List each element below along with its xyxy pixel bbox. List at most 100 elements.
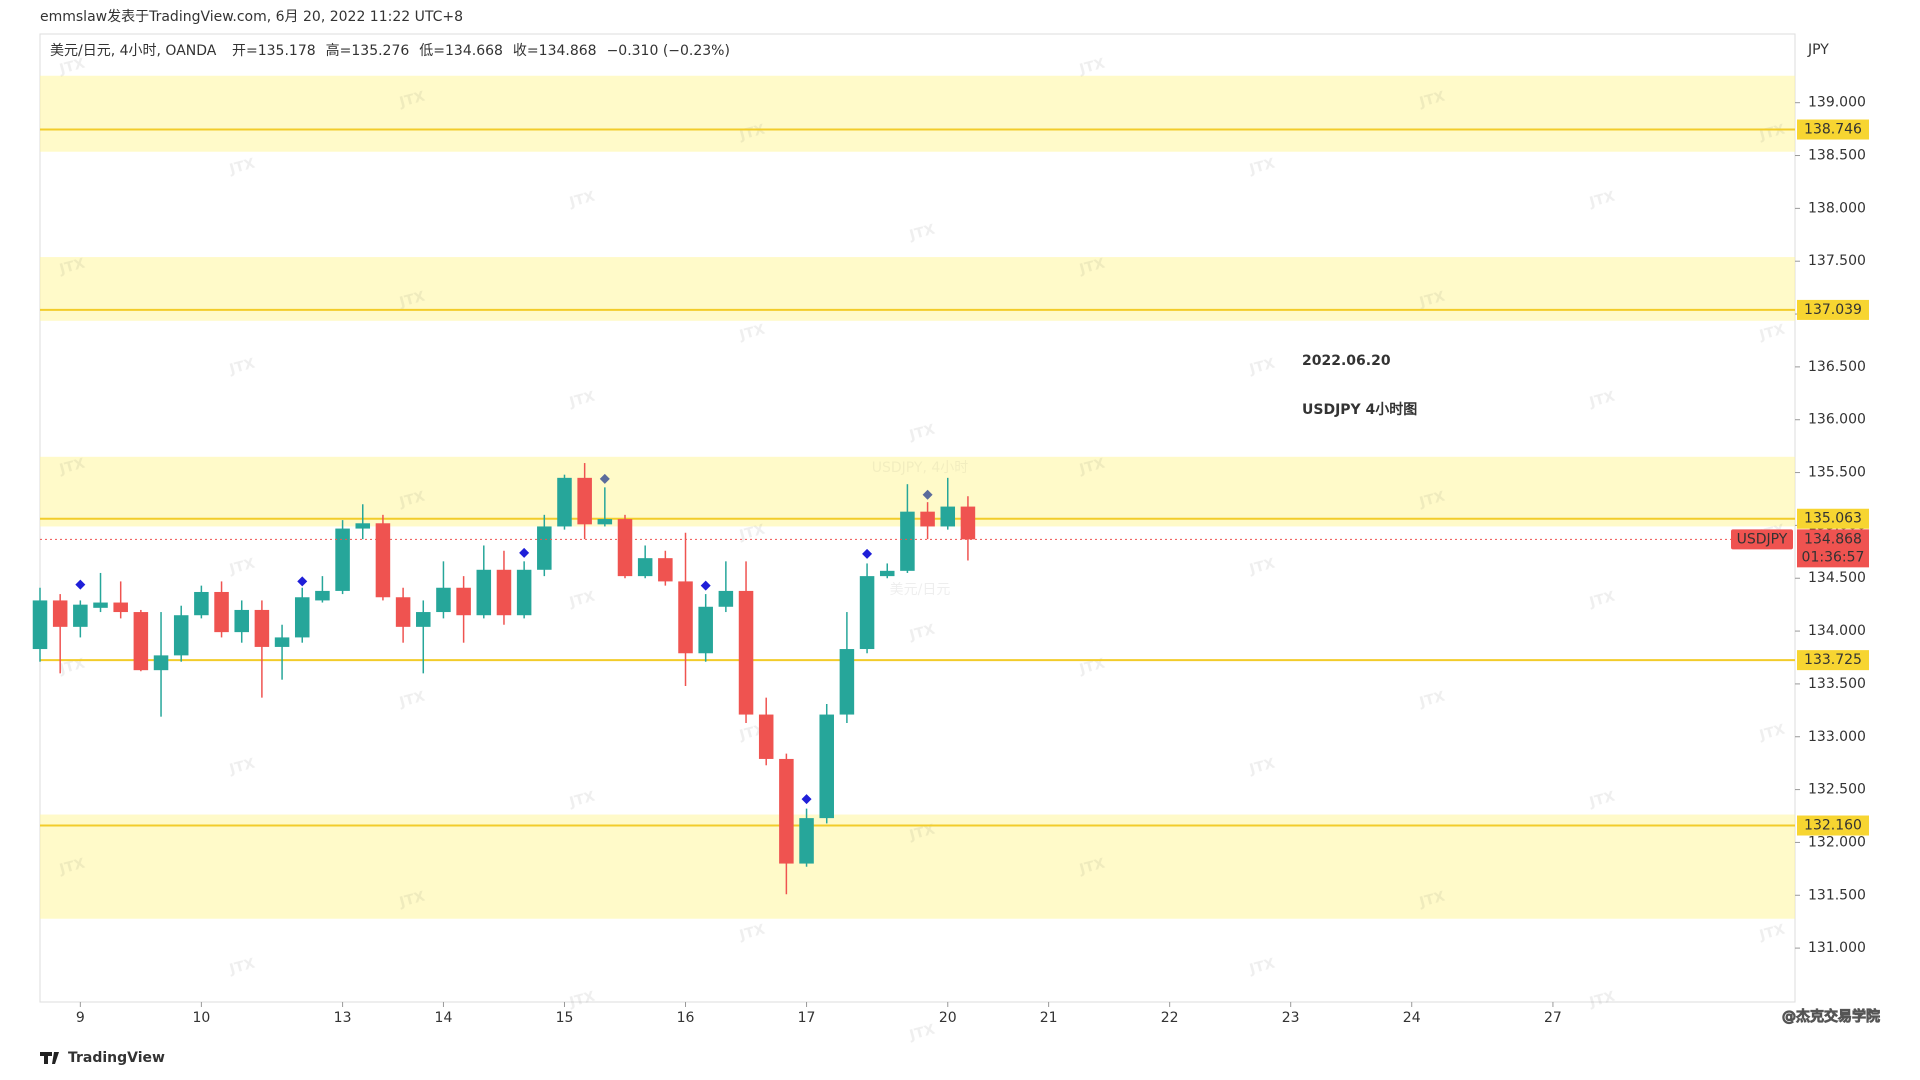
x-tick-label: 16 — [677, 1010, 695, 1026]
logo-icon — [40, 1052, 59, 1064]
pattern-watermark: JTX — [227, 756, 257, 778]
pattern-watermark: JTX — [397, 289, 427, 311]
symbol: 美元/日元, 4小时, OANDA — [50, 43, 217, 59]
candle-body — [960, 506, 976, 540]
pattern-watermark: JTX — [57, 56, 87, 78]
annotation: USDJPY 4小时图 — [1302, 401, 1417, 418]
candle-body — [799, 818, 814, 864]
candle-body — [577, 477, 592, 525]
pattern-watermark: JTX — [57, 256, 87, 278]
x-tick-label: 9 — [76, 1010, 85, 1026]
candle-body — [637, 558, 653, 577]
candle-body — [173, 615, 189, 656]
pattern-watermark: JTX — [907, 222, 937, 244]
pattern-watermark: JTX — [227, 956, 257, 978]
candle-body — [315, 590, 330, 601]
candle-body — [537, 526, 552, 570]
last-price-tag — [1797, 529, 1869, 568]
pattern-watermark: JTX — [1077, 656, 1107, 678]
pattern-watermark: JTX — [227, 156, 257, 178]
marker — [519, 547, 530, 558]
currency: JPY — [1807, 42, 1829, 58]
pattern-watermark: JTX — [57, 456, 87, 478]
level-tag — [1797, 299, 1869, 320]
pattern-watermark: JTX — [1587, 189, 1617, 211]
pattern-watermark: JTX — [397, 689, 427, 711]
pattern-watermark: JTX — [737, 522, 767, 544]
pattern-watermark: JTX — [1587, 789, 1617, 811]
y-tick-label: 134.000 — [1808, 623, 1866, 639]
ohlc-value: 135.178 — [258, 43, 316, 59]
pattern-watermark: JTX — [907, 822, 937, 844]
pattern-watermark: JTX — [1587, 389, 1617, 411]
ticker: USDJPY — [1737, 531, 1788, 547]
candle-body — [416, 612, 431, 627]
ohlc-value: 134.868 — [539, 43, 597, 59]
candle-body — [940, 506, 956, 527]
candle-body — [395, 597, 411, 627]
pattern-watermark: JTX — [397, 489, 427, 511]
level-label: 137.039 — [1804, 302, 1862, 318]
candle-body — [93, 602, 108, 608]
pattern-watermark: JTX — [57, 856, 87, 878]
candle-body — [214, 591, 229, 633]
credit: @杰克交易学院 — [1782, 1008, 1880, 1025]
zone — [40, 75, 1795, 152]
pattern-watermark: JTX — [1417, 489, 1447, 511]
candle-body — [254, 609, 270, 647]
level-tag — [1797, 508, 1869, 529]
ohlc-value: 134.668 — [445, 43, 503, 59]
pattern-watermark: JTX — [907, 422, 937, 444]
level-tag — [1797, 650, 1869, 671]
zone — [40, 814, 1795, 919]
candle-body — [73, 604, 88, 627]
pattern-watermark: JTX — [1077, 256, 1107, 278]
candle-body — [456, 587, 471, 616]
y-tick-label: 133.500 — [1808, 676, 1866, 692]
ohlc-value: 135.276 — [351, 43, 409, 59]
x-tick-label: 24 — [1403, 1010, 1421, 1026]
countdown: 01:36:57 — [1802, 549, 1865, 565]
marker — [801, 794, 812, 805]
candle-body — [153, 655, 169, 671]
pattern-watermark: JTX — [737, 122, 767, 144]
header: emmslaw发表于TradingView.com, 6月 20, 2022 1… — [40, 9, 463, 25]
pattern-watermark: JTX — [1247, 556, 1277, 578]
level-label: 138.746 — [1804, 122, 1862, 138]
ohlc-legend: 开= 135.178 高= 135.276 低= 134.668 收= 134.868 −0.3… — [232, 42, 730, 59]
pattern-watermark: JTX — [1077, 56, 1107, 78]
level-label: 135.063 — [1804, 511, 1862, 527]
pattern-watermark: JTX — [57, 656, 87, 678]
pattern-watermark: JTX — [1757, 922, 1787, 944]
x-tick-label: 14 — [435, 1010, 453, 1026]
pattern-watermark: JTX — [1247, 956, 1277, 978]
candle-body — [738, 590, 754, 715]
candle-body — [597, 519, 613, 525]
candle-body — [819, 714, 834, 819]
candle-body — [234, 609, 249, 633]
marker — [599, 473, 610, 484]
y-tick-label: 131.500 — [1808, 887, 1866, 903]
pattern-watermark: JTX — [1077, 856, 1107, 878]
marker — [922, 489, 933, 500]
pattern-watermark: JTX — [1247, 156, 1277, 178]
candle-body — [133, 612, 149, 671]
x-tick-label: 13 — [334, 1010, 352, 1026]
pattern-watermark: JTX — [737, 322, 767, 344]
pattern-watermark: JTX — [227, 556, 257, 578]
x-tick-label: 22 — [1161, 1010, 1179, 1026]
x-tick-label: 23 — [1282, 1010, 1300, 1026]
ticker-tag — [1731, 529, 1793, 550]
annotation: 2022.06.20 — [1302, 353, 1391, 369]
candle-body — [678, 581, 693, 654]
watermark-sub: 美元/日元 — [890, 582, 951, 598]
x-tick-label: 20 — [939, 1010, 957, 1026]
candle-body — [779, 758, 794, 864]
candle-body — [617, 519, 633, 577]
candle-body — [879, 570, 895, 577]
candle-body — [859, 576, 875, 650]
watermark: USDJPY, 4小时 — [872, 460, 969, 476]
pattern-watermark: JTX — [567, 389, 597, 411]
candle-body — [698, 606, 713, 654]
